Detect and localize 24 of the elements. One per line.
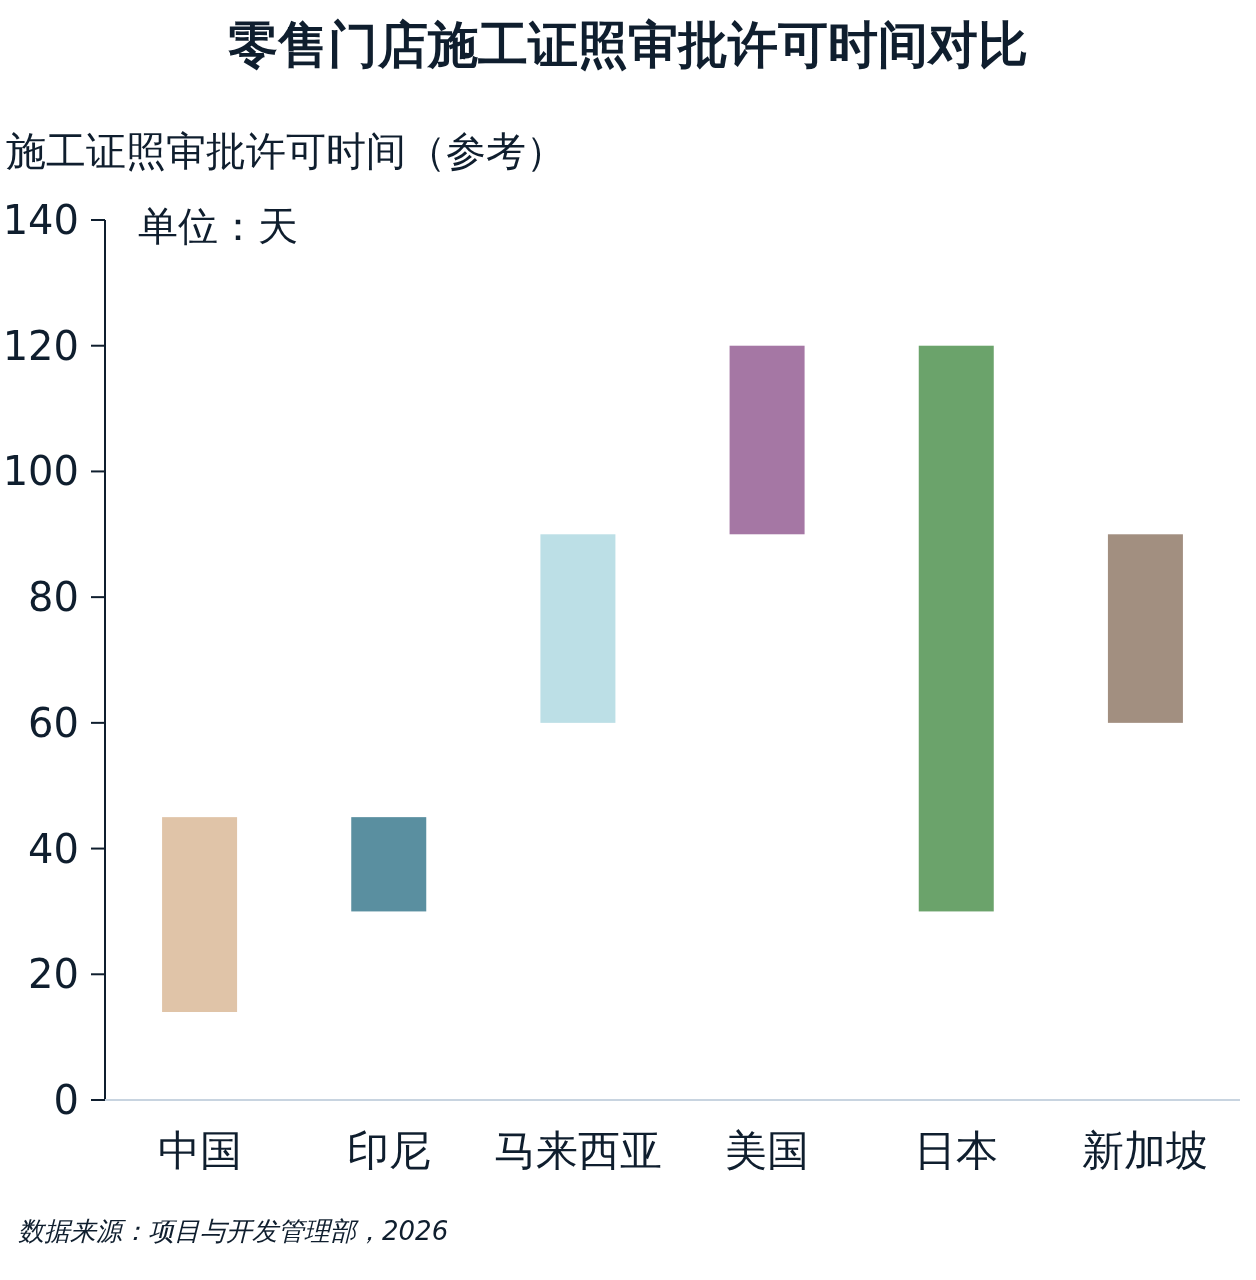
y-tick-label: 120 (2, 322, 79, 369)
x-tick-label: 日本 (914, 1126, 999, 1175)
y-tick-label: 40 (28, 825, 79, 872)
x-tick-label: 印尼 (346, 1126, 431, 1175)
bar (1107, 534, 1183, 723)
bar (729, 345, 805, 535)
source-note: 数据来源：项目与开发管理部，2026 (18, 1216, 449, 1246)
y-tick-label: 0 (53, 1077, 79, 1123)
y-tick-label: 100 (2, 448, 79, 495)
x-tick-label: 新加坡 (1082, 1126, 1209, 1175)
y-tick-label: 140 (2, 197, 79, 243)
x-tick-label: 中国 (157, 1126, 242, 1175)
bar (351, 817, 427, 912)
y-tick-label: 20 (28, 951, 79, 998)
annotation: 单位：天 (138, 203, 298, 249)
x-tick-label: 美国 (725, 1126, 810, 1175)
y-tick-label: 80 (28, 574, 79, 621)
y-axis-title: 施工证照审批许可时间（参考） (6, 128, 566, 174)
x-tick-label: 马来西亚 (493, 1126, 662, 1175)
y-tick-label: 60 (28, 699, 79, 746)
chart-title: 零售门店施工证照审批许可时间对比 (228, 16, 1028, 74)
bar (918, 345, 994, 912)
bar (162, 817, 238, 1012)
bar (540, 534, 616, 723)
